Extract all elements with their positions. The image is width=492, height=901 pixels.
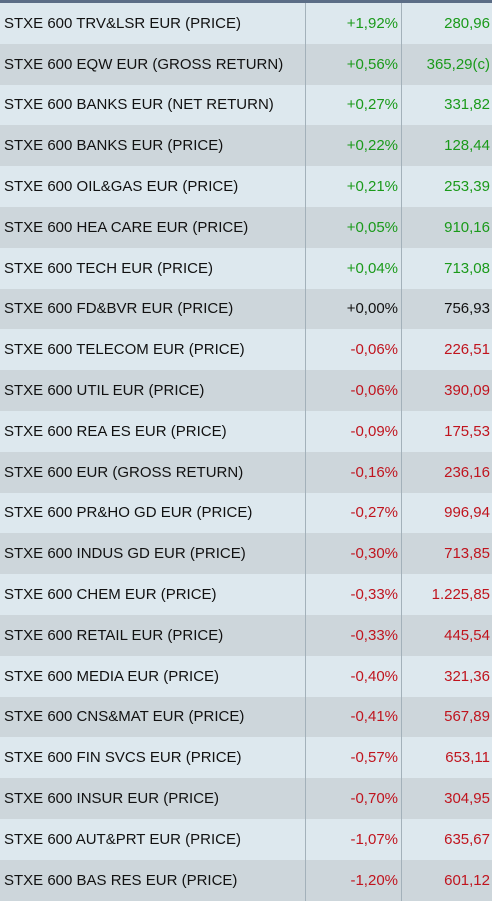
index-value: 635,67 [401,818,492,860]
index-value: 390,09 [401,370,492,411]
index-value: 713,08 [401,247,492,289]
index-name[interactable]: STXE 600 REA ES EUR (PRICE) [4,422,227,440]
index-name[interactable]: STXE 600 RETAIL EUR (PRICE) [4,626,224,644]
table-row[interactable]: STXE 600 HEA CARE EUR (PRICE) +0,05% 910,1… [0,206,492,248]
table-row[interactable]: STXE 600 BAS RES EUR (PRICE) -1,20% 601,12 [0,859,492,901]
table-row[interactable]: STXE 600 INSUR EUR (PRICE) -0,70% 304,95 [0,778,492,819]
table-row[interactable]: STXE 600 FD&BVR EUR (PRICE) +0,00% 756,93 [0,288,492,330]
index-name[interactable]: STXE 600 AUT&PRT EUR (PRICE) [4,830,242,848]
percent-change: +0,05% [305,206,401,248]
index-name[interactable]: STXE 600 UTIL EUR (PRICE) [4,382,205,400]
index-value: 321,36 [401,655,492,697]
index-name[interactable]: STXE 600 BANKS EUR (NET RETURN) [4,96,274,114]
index-value: 653,11 [401,737,492,779]
header-border [0,0,492,3]
percent-change: -1,20% [305,859,401,901]
table-row[interactable]: STXE 600 AUT&PRT EUR (PRICE) -1,07% 635,67 [0,818,492,860]
index-name[interactable]: STXE 600 FIN SVCS EUR (PRICE) [4,749,242,767]
table-row[interactable]: STXE 600 REA ES EUR (PRICE) -0,09% 175,53 [0,410,492,452]
table-row[interactable]: STXE 600 PR&HO GD EUR (PRICE) -0,27% 996,9… [0,492,492,534]
percent-change: -0,41% [305,696,401,738]
index-value: 996,94 [401,492,492,534]
index-value: 601,12 [401,859,492,901]
index-name[interactable]: STXE 600 CHEM EUR (PRICE) [4,586,217,604]
percent-change: +0,27% [305,84,401,126]
index-value: 445,54 [401,614,492,656]
percent-change: -0,40% [305,655,401,697]
index-table: STXE 600 TRV&LSR EUR (PRICE) +1,92% 280,96… [0,3,492,901]
percent-change: -0,33% [305,614,401,656]
table-row[interactable]: STXE 600 CNS&MAT EUR (PRICE) -0,41% 567,89 [0,696,492,738]
percent-change: -0,33% [305,574,401,615]
percent-change: +1,92% [305,3,401,44]
index-value: 253,39 [401,166,492,207]
table-row[interactable]: STXE 600 CHEM EUR (PRICE) -0,33% 1.225,85 [0,574,492,615]
index-value: 175,53 [401,410,492,452]
percent-change: +0,00% [305,288,401,330]
table-row[interactable]: STXE 600 TECH EUR (PRICE) +0,04% 713,08 [0,247,492,289]
percent-change: -0,30% [305,533,401,575]
table-row[interactable]: STXE 600 TRV&LSR EUR (PRICE) +1,92% 280,96 [0,3,492,44]
index-name[interactable]: STXE 600 INDUS GD EUR (PRICE) [4,545,246,563]
index-name[interactable]: STXE 600 CNS&MAT EUR (PRICE) [4,708,245,726]
table-row[interactable]: STXE 600 FIN SVCS EUR (PRICE) -0,57% 653,1… [0,737,492,779]
percent-change: +0,56% [305,43,401,85]
index-name[interactable]: STXE 600 OIL&GAS EUR (PRICE) [4,178,239,196]
index-name[interactable]: STXE 600 MEDIA EUR (PRICE) [4,667,220,685]
table-row[interactable]: STXE 600 UTIL EUR (PRICE) -0,06% 390,09 [0,370,492,411]
table-row[interactable]: STXE 600 EQW EUR (GROSS RETURN) +0,56% 365… [0,43,492,85]
percent-change: -0,70% [305,778,401,819]
index-value: 365,29(c) [401,43,492,85]
index-name[interactable]: STXE 600 EUR (GROSS RETURN) [4,463,244,481]
index-name[interactable]: STXE 600 PR&HO GD EUR (PRICE) [4,504,253,522]
percent-change: -0,09% [305,410,401,452]
table-row[interactable]: STXE 600 BANKS EUR (NET RETURN) +0,27% 331… [0,84,492,126]
index-value: 226,51 [401,329,492,371]
percent-change: -0,06% [305,329,401,371]
table-row[interactable]: STXE 600 BANKS EUR (PRICE) +0,22% 128,44 [0,125,492,167]
index-value: 910,16 [401,206,492,248]
table-row[interactable]: STXE 600 RETAIL EUR (PRICE) -0,33% 445,54 [0,614,492,656]
index-name[interactable]: STXE 600 TELECOM EUR (PRICE) [4,341,245,359]
percent-change: -0,57% [305,737,401,779]
table-row[interactable]: STXE 600 INDUS GD EUR (PRICE) -0,30% 713,8… [0,533,492,575]
index-name[interactable]: STXE 600 TRV&LSR EUR (PRICE) [4,14,242,32]
index-name[interactable]: STXE 600 FD&BVR EUR (PRICE) [4,300,234,318]
index-name[interactable]: STXE 600 TECH EUR (PRICE) [4,259,213,277]
index-value: 331,82 [401,84,492,126]
percent-change: -0,27% [305,492,401,534]
index-name[interactable]: STXE 600 HEA CARE EUR (PRICE) [4,218,249,236]
percent-change: +0,04% [305,247,401,289]
index-value: 713,85 [401,533,492,575]
index-value: 128,44 [401,125,492,167]
table-row[interactable]: STXE 600 OIL&GAS EUR (PRICE) +0,21% 253,39 [0,166,492,207]
percent-change: +0,21% [305,166,401,207]
index-value: 304,95 [401,778,492,819]
percent-change: +0,22% [305,125,401,167]
index-name[interactable]: STXE 600 BANKS EUR (PRICE) [4,137,224,155]
index-name[interactable]: STXE 600 BAS RES EUR (PRICE) [4,871,238,889]
index-value: 236,16 [401,451,492,493]
index-name[interactable]: STXE 600 INSUR EUR (PRICE) [4,790,220,808]
percent-change: -1,07% [305,818,401,860]
index-value: 567,89 [401,696,492,738]
table-row[interactable]: STXE 600 MEDIA EUR (PRICE) -0,40% 321,36 [0,655,492,697]
percent-change: -0,06% [305,370,401,411]
index-value: 1.225,85 [401,574,492,615]
table-row[interactable]: STXE 600 EUR (GROSS RETURN) -0,16% 236,16 [0,451,492,493]
table-row[interactable]: STXE 600 TELECOM EUR (PRICE) -0,06% 226,51 [0,329,492,371]
index-name[interactable]: STXE 600 EQW EUR (GROSS RETURN) [4,55,284,73]
percent-change: -0,16% [305,451,401,493]
index-value: 280,96 [401,3,492,44]
index-value: 756,93 [401,288,492,330]
